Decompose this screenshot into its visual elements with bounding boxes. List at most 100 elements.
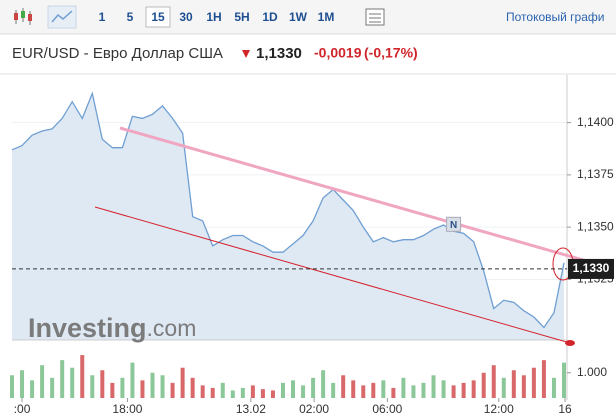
- interval-button[interactable]: 5: [127, 10, 134, 24]
- volume-bar: [20, 370, 25, 398]
- volume-bar: [190, 377, 195, 398]
- x-tick-label: :00: [14, 402, 31, 416]
- volume-bar: [541, 360, 546, 398]
- price-line: [11, 91, 565, 329]
- volume-bar: [200, 385, 205, 398]
- volume-bar: [401, 377, 406, 398]
- volume-bar: [160, 375, 165, 398]
- y-tick-label: 1,1400: [577, 115, 614, 129]
- volume-bar: [501, 377, 506, 398]
- interval-button[interactable]: 30: [179, 10, 193, 24]
- volume-bar: [341, 375, 346, 398]
- volume-bar: [280, 382, 285, 398]
- x-tick-label: 02:00: [299, 402, 329, 416]
- volume-bar: [170, 382, 175, 398]
- x-tick-label: 12:00: [484, 402, 514, 416]
- volume-bar: [10, 375, 14, 398]
- volume-bar: [110, 382, 115, 398]
- interval-button[interactable]: 1: [99, 10, 106, 24]
- x-tick-label: 18:00: [112, 402, 142, 416]
- trend-line[interactable]: [119, 126, 591, 264]
- change: -0,0019: [314, 45, 362, 61]
- volume-bar: [381, 380, 386, 398]
- volume-bar: [220, 382, 225, 398]
- volume-bar: [371, 382, 376, 398]
- volume-bar: [471, 380, 476, 398]
- volume-bar: [291, 380, 296, 398]
- price: 1,1330: [256, 45, 302, 62]
- volume-bar: [361, 385, 366, 398]
- news-marker: [446, 216, 462, 232]
- volume-bar: [30, 380, 35, 398]
- current-price-box: [568, 258, 614, 279]
- volume-bar: [431, 375, 436, 398]
- interval-button[interactable]: 5H: [234, 10, 249, 24]
- volume-bar: [60, 360, 65, 398]
- volume-bar: [301, 385, 306, 398]
- volume-bar: [551, 377, 556, 398]
- toolbar: [0, 0, 616, 34]
- volume-bar: [70, 367, 75, 398]
- volume-bar: [180, 367, 185, 398]
- trend-handle[interactable]: [565, 340, 575, 346]
- volume-bar: [321, 370, 326, 398]
- trend-line[interactable]: [94, 206, 571, 344]
- x-tick-label: 13.02: [236, 402, 266, 416]
- volume-tick-label: 1.000: [577, 365, 607, 379]
- volume-bar: [351, 380, 356, 398]
- area-icon[interactable]: [47, 5, 77, 29]
- volume-bar: [210, 387, 215, 398]
- volume-bar: [150, 372, 155, 398]
- area-fill: [12, 93, 564, 341]
- x-tick-label: 16: [558, 402, 572, 416]
- volume-bar: [441, 380, 446, 398]
- volume-bar: [451, 385, 456, 398]
- volume-bar: [240, 387, 245, 398]
- volume-bar: [491, 365, 496, 398]
- volume-bar: [461, 382, 466, 398]
- current-price-label: 1,1330: [573, 261, 610, 275]
- watermark: Investing.com: [28, 313, 196, 343]
- interval-button[interactable]: 15: [151, 10, 165, 24]
- interval-button[interactable]: 1W: [289, 10, 308, 24]
- interval-button[interactable]: 1D: [262, 10, 278, 24]
- active-interval-box: [145, 6, 171, 28]
- volume-bar: [50, 377, 55, 398]
- watermark-suffix: .com: [147, 315, 197, 341]
- volume-bar: [250, 385, 255, 398]
- table-icon[interactable]: [365, 8, 385, 26]
- volume-bar: [90, 375, 95, 398]
- change-percent: (-0,17%): [364, 45, 418, 61]
- y-tick-label: 1,1375: [577, 167, 614, 181]
- volume-bar: [80, 355, 85, 398]
- news-marker-label: N: [450, 220, 457, 231]
- volume-bar: [481, 372, 486, 398]
- volume-bar: [40, 365, 45, 398]
- interval-button[interactable]: 1H: [206, 10, 221, 24]
- down-arrow: [242, 50, 250, 58]
- stream-chart-link[interactable]: Потоковый графи: [506, 10, 604, 24]
- candles-icon[interactable]: [14, 8, 32, 25]
- watermark-brand: Investing: [28, 313, 147, 343]
- interval-button[interactable]: 1M: [318, 10, 335, 24]
- volume-bar: [130, 362, 135, 398]
- volume-bar: [411, 385, 416, 398]
- volume-bar: [421, 382, 426, 398]
- volume-bar: [230, 390, 235, 398]
- y-tick-label: 1,1350: [577, 219, 614, 233]
- volume-bar: [391, 387, 396, 398]
- volume-bar: [331, 382, 336, 398]
- volume-bar: [561, 362, 566, 398]
- volume-bar: [270, 390, 275, 398]
- volume-bar: [120, 377, 125, 398]
- instrument-title: EUR/USD - Евро Доллар США: [12, 45, 223, 62]
- volume-bar: [260, 389, 265, 398]
- volume-bar: [531, 367, 536, 398]
- volume-bar: [140, 380, 145, 398]
- volume-bar: [100, 370, 105, 398]
- x-tick-label: 06:00: [372, 402, 402, 416]
- volume-bar: [311, 377, 316, 398]
- volume-bar: [511, 370, 516, 398]
- volume-bar: [521, 375, 526, 398]
